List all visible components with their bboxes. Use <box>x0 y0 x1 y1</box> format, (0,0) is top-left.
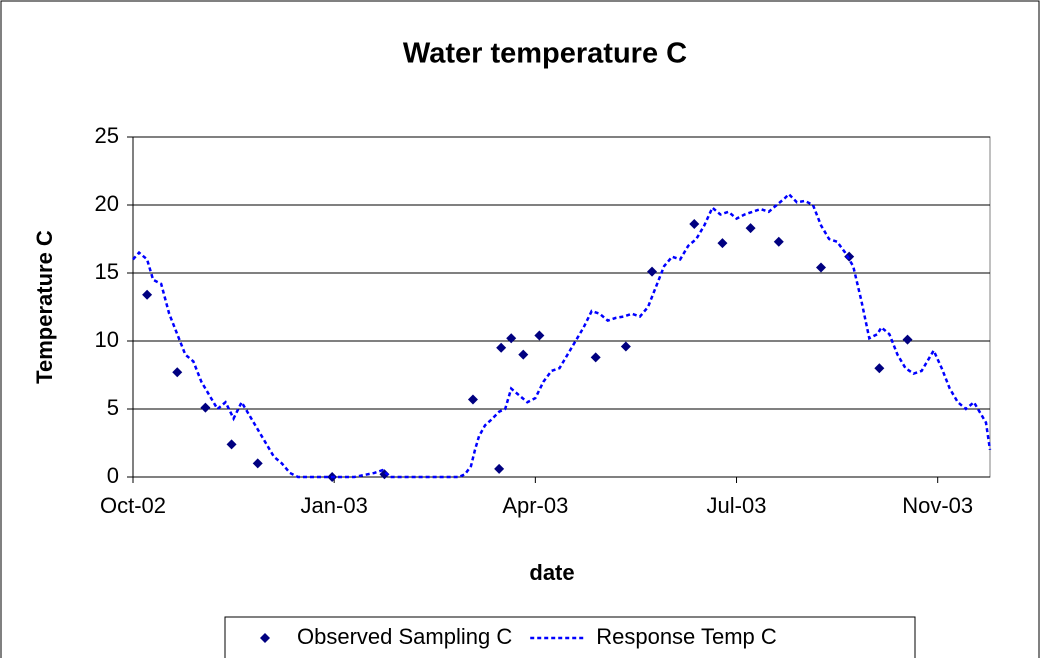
data-point <box>379 469 390 480</box>
data-point <box>902 334 913 345</box>
legend-label: Observed Sampling C <box>297 624 512 649</box>
y-tick-label: 20 <box>95 191 119 216</box>
y-tick-label: 0 <box>107 463 119 488</box>
data-point <box>717 238 728 249</box>
y-axis-title: Temperature C <box>32 230 57 384</box>
x-tick-label: Oct-02 <box>100 493 166 518</box>
x-axis-title: date <box>529 560 574 585</box>
legend-marker <box>260 633 270 643</box>
x-tick-label: Jan-03 <box>301 493 368 518</box>
data-point <box>816 262 827 273</box>
data-point <box>252 458 263 469</box>
plot-area <box>132 136 991 478</box>
y-tick-label: 5 <box>107 395 119 420</box>
data-point <box>773 236 784 247</box>
data-point <box>494 463 505 474</box>
x-tick-label: Jul-03 <box>707 493 767 518</box>
data-point <box>874 363 885 374</box>
data-point <box>142 289 153 300</box>
chart-title: Water temperature C <box>403 38 687 70</box>
data-point <box>590 352 601 363</box>
data-point <box>620 341 631 352</box>
x-tick-label: Apr-03 <box>502 493 568 518</box>
y-tick-label: 10 <box>95 327 119 352</box>
y-tick-label: 15 <box>95 259 119 284</box>
legend-label: Response Temp C <box>596 624 777 649</box>
data-point <box>518 349 529 360</box>
data-point <box>745 223 756 234</box>
data-point <box>226 439 237 450</box>
legend: Observed Sampling C Response Temp C <box>224 616 916 658</box>
data-point <box>172 367 183 378</box>
legend-box <box>224 616 916 658</box>
y-tick-label: 25 <box>95 123 119 148</box>
data-point <box>647 266 658 277</box>
data-point <box>506 333 517 344</box>
data-point <box>467 394 478 405</box>
data-point <box>689 219 700 230</box>
data-point <box>844 251 855 262</box>
data-line <box>132 192 992 479</box>
data-point <box>496 342 507 353</box>
data-point <box>200 402 211 413</box>
data-point <box>534 330 545 341</box>
x-tick-label: Nov-03 <box>902 493 973 518</box>
